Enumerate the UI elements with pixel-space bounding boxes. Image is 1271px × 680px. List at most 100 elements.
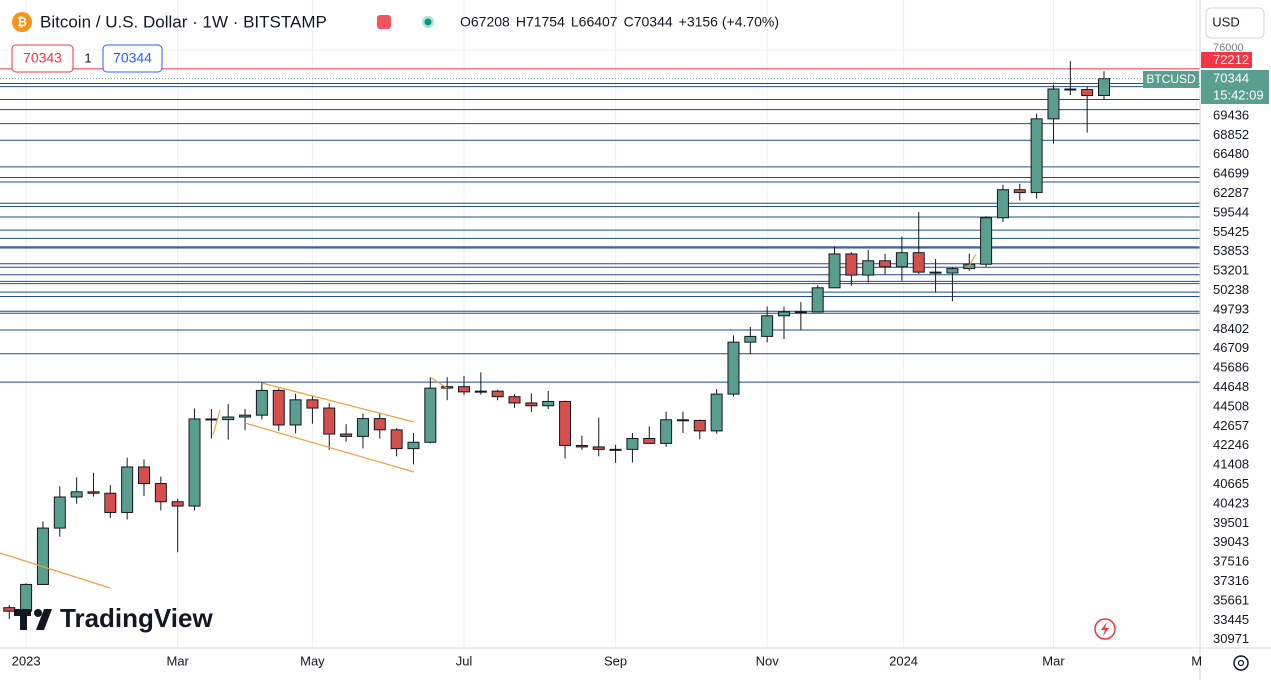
level-label: 59544 xyxy=(1213,204,1249,219)
level-label: 62287 xyxy=(1213,185,1249,200)
candle-body xyxy=(929,271,942,274)
level-label: 37516 xyxy=(1213,554,1249,569)
candle-body xyxy=(87,491,100,494)
candle-body xyxy=(138,466,150,485)
sell-price[interactable]: 70343 xyxy=(23,50,62,66)
buy-button[interactable] xyxy=(102,44,163,73)
candle-body xyxy=(660,419,673,444)
candle-body xyxy=(222,416,235,421)
level-label: 50238 xyxy=(1213,282,1249,297)
price-label-bg xyxy=(1201,70,1269,104)
alert-label: 72212 xyxy=(1213,52,1249,67)
ohlc-legend: O67208 H71754 L66407 C70344 +3156 (+4.70%) xyxy=(460,14,779,30)
flag-icon[interactable] xyxy=(377,15,391,29)
level-label: 44508 xyxy=(1213,398,1249,413)
alert-label-bg xyxy=(1201,52,1252,68)
level-label: 49793 xyxy=(1213,301,1249,316)
level-label: 39043 xyxy=(1213,534,1249,549)
settings-icon[interactable] xyxy=(1233,655,1249,671)
candle-body xyxy=(778,311,790,317)
candle-body xyxy=(946,268,959,274)
ohlc-value: C70344 xyxy=(624,14,673,30)
buy-price[interactable]: 70344 xyxy=(113,50,152,66)
logo-mark xyxy=(34,609,42,617)
candle-body xyxy=(390,429,403,450)
level-label: 40423 xyxy=(1213,495,1249,510)
level-label: 68852 xyxy=(1213,127,1249,142)
axis-labels: 2023 Mar May Jul Sep Nov 2024 Mar M 76000 69436 688… xyxy=(12,42,1269,668)
candle-body xyxy=(828,253,841,289)
logo: TradingView xyxy=(14,603,213,633)
candle-body xyxy=(474,390,487,393)
sell-button[interactable] xyxy=(11,44,74,73)
currency-button[interactable] xyxy=(1205,7,1265,39)
level-label: 42246 xyxy=(1213,437,1249,452)
level-label: 30971 xyxy=(1213,631,1249,646)
spread: 1 xyxy=(84,50,91,65)
currency[interactable]: USD xyxy=(1212,14,1239,29)
symbol-label-bg xyxy=(1143,71,1199,88)
coin-glyph: ₿ xyxy=(17,15,27,29)
candle-body xyxy=(441,386,454,389)
x-tick-label: 2024 xyxy=(889,653,918,668)
candle-body xyxy=(407,441,420,450)
candle-body xyxy=(1013,189,1026,194)
level-label: 33445 xyxy=(1213,612,1249,627)
alert-icon xyxy=(1101,622,1109,636)
x-tick-label: Nov xyxy=(756,653,780,668)
level-label: 64699 xyxy=(1213,166,1249,181)
candle-body xyxy=(1098,78,1110,97)
x-tick-label: May xyxy=(300,653,325,668)
x-tick-label: Jul xyxy=(456,653,473,668)
candle-body xyxy=(592,446,605,450)
price-label: 70344 xyxy=(1213,70,1249,85)
ohlc-value: L66407 xyxy=(571,14,618,30)
candle-body xyxy=(1047,88,1060,120)
candle-body xyxy=(794,311,807,314)
candle-body xyxy=(525,402,538,407)
candle-body xyxy=(53,496,66,529)
ohlc-value: +3156 (+4.70%) xyxy=(679,14,779,30)
candle-body xyxy=(643,437,656,444)
alert-icon[interactable] xyxy=(1094,618,1116,640)
candle-body xyxy=(340,433,353,437)
trend-line xyxy=(429,376,448,389)
candle-body xyxy=(542,400,555,407)
candle-body xyxy=(188,418,201,507)
x-tick-label: M xyxy=(1191,653,1202,668)
candle-body xyxy=(862,260,875,276)
candle-body xyxy=(508,396,521,404)
candle-body xyxy=(3,607,16,612)
candle-body xyxy=(205,418,218,421)
x-tick-label: Mar xyxy=(1042,653,1065,668)
level-label: 42657 xyxy=(1213,418,1249,433)
candle-body xyxy=(458,386,470,393)
x-tick-label: 2023 xyxy=(12,653,41,668)
candle-body xyxy=(879,260,892,268)
candle-body xyxy=(104,492,117,513)
candle-body xyxy=(255,389,268,416)
price-axis xyxy=(1200,0,1271,680)
candle-body xyxy=(845,253,858,276)
trend-line xyxy=(967,253,977,269)
plot-area xyxy=(0,0,1200,648)
settings-icon xyxy=(1237,659,1245,667)
level-label: 40665 xyxy=(1213,476,1249,491)
candle-body xyxy=(272,389,285,426)
countdown: 15:42:09 xyxy=(1213,87,1264,102)
candle-body xyxy=(626,437,639,450)
level-label: 44648 xyxy=(1213,379,1249,394)
candle-body xyxy=(676,419,689,422)
level-label: 39501 xyxy=(1213,515,1249,530)
candle-body xyxy=(306,399,319,409)
candle-body xyxy=(1064,88,1077,91)
y-tick-label: 76000 xyxy=(1213,42,1244,54)
symbol-title: Bitcoin / U.S. Dollar · 1W · BITSTAMP xyxy=(40,12,327,31)
level-label: 45686 xyxy=(1213,360,1249,375)
candle-body xyxy=(491,390,504,398)
status-dot xyxy=(424,18,432,26)
candle-body xyxy=(424,387,437,443)
logo-mark xyxy=(20,609,27,630)
